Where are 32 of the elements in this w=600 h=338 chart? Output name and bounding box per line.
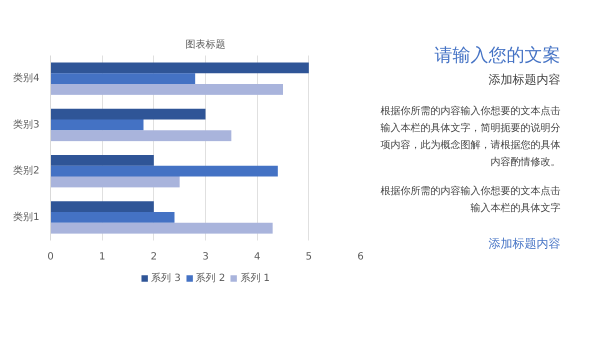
bar — [50, 201, 154, 212]
chart-title: 图表标题 — [186, 38, 226, 50]
text: 根据你所需的内容输入你想要的文本点击输入本栏的具体文字 — [380, 185, 560, 214]
bar — [50, 212, 174, 223]
x-tick-label: 1 — [98, 252, 106, 262]
y-tick-label: 类别2 — [13, 164, 40, 177]
bar — [50, 108, 206, 120]
legend-label: 系列 3 — [151, 272, 181, 285]
bar — [50, 130, 232, 142]
x-tick-label: 6 — [357, 252, 364, 262]
legend-label: 系列 2 — [196, 272, 226, 285]
bar — [50, 73, 196, 84]
bar — [50, 84, 283, 95]
legend-label: 系列 1 — [240, 272, 270, 285]
bar — [50, 62, 309, 74]
bar — [50, 176, 180, 188]
text: 根据你所需的内容输入你想要的文本点击输入本栏的具体文字，简明扼要的说明分项内容，此为概念图解，请根据您的具体内容酌情修改。 — [380, 105, 560, 168]
x-tick-label: 3 — [202, 252, 209, 262]
text: 请输入您的文案 — [434, 45, 560, 66]
bar — [50, 222, 273, 234]
bar — [50, 166, 278, 177]
bar — [50, 154, 154, 166]
y-tick-label: 类别4 — [13, 72, 40, 84]
y-tick-label: 类别1 — [13, 210, 40, 223]
x-tick-label: 4 — [254, 252, 260, 262]
y-tick-label: 类别3 — [13, 118, 40, 130]
x-tick-label: 2 — [150, 252, 158, 262]
x-tick-label: 5 — [306, 252, 312, 262]
text: 添加标题内容 — [488, 72, 560, 86]
x-tick-label: 0 — [47, 252, 54, 262]
bar — [50, 119, 144, 130]
text: 添加标题内容 — [488, 236, 560, 250]
